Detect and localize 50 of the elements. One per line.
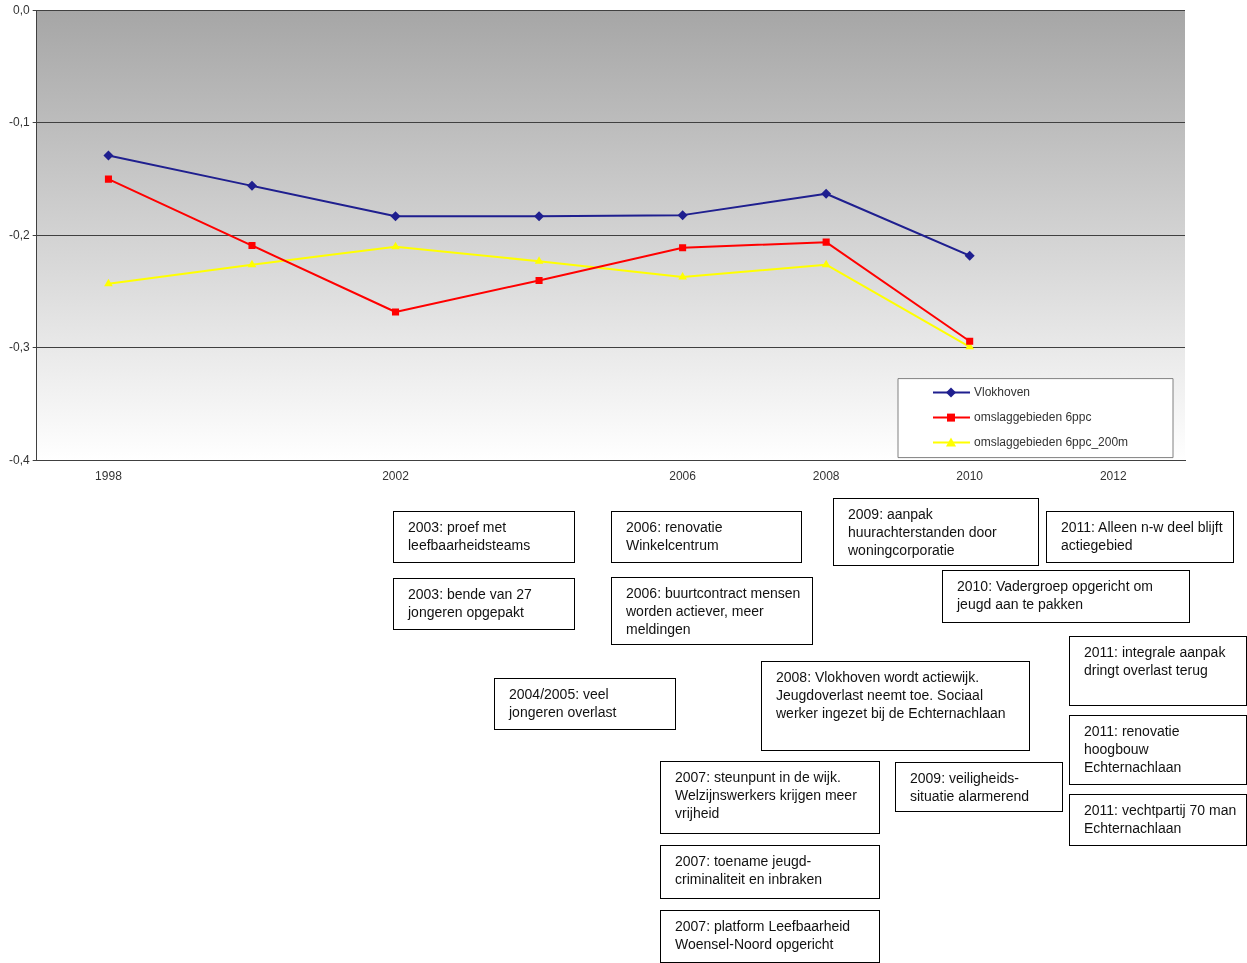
text: 2004/2005: veel jongeren overlast [494, 678, 676, 730]
text: 2009: aanpak huurachterstanden door woningcorporatie [833, 498, 1039, 566]
legend-label: omslaggebieden 6ppc [974, 409, 1092, 424]
point [821, 259, 831, 268]
point [246, 180, 257, 191]
point [966, 337, 974, 345]
point [964, 250, 975, 261]
point [678, 272, 687, 280]
text: 2003: bende van 27 jongeren opgepakt [393, 578, 575, 630]
text: 2007: platform Leefbaarheid Woensel-Noord opgericht [660, 910, 880, 963]
point [534, 256, 544, 264]
x-tick-label: 2006 [669, 469, 697, 484]
point [103, 150, 114, 161]
point [679, 244, 687, 252]
point [391, 308, 400, 316]
point [677, 210, 688, 221]
text: 2011: vechtpartij 70 man Echternachlaan [1069, 794, 1247, 846]
legend-label: omslaggebieden 6ppc_200m [974, 434, 1129, 449]
text: 2003: proef met leefbaarheidsteams [393, 511, 575, 563]
x-tick-label: 2008 [812, 469, 840, 484]
y-tick-label: -0,3 [8, 340, 30, 355]
x-tick-label: 2010 [956, 469, 984, 484]
point [104, 175, 112, 183]
text: 2007: steunpunt in de wijk. Welzijnswerkers krijgen meer vrijheid [660, 761, 880, 834]
text: 2011: Alleen n-w deel blijft actiegebied [1046, 511, 1234, 563]
point [391, 241, 400, 250]
legend-label: Vlokhoven [974, 384, 1031, 399]
point [390, 211, 401, 222]
text: 2009: veiligheids-situatie alarmerend [895, 762, 1063, 812]
x-tick-label: 2012 [1099, 469, 1127, 484]
point [248, 242, 256, 250]
point [534, 211, 545, 222]
point [822, 238, 830, 246]
text: 2008: Vlokhoven wordt actiewijk. Jeugdoverlast neemt toe. Sociaal werker ingezet bij de Echternachlaan [761, 661, 1030, 751]
text: 2006: buurtcontract mensen worden actiever, meer meldingen [611, 577, 813, 645]
point [535, 276, 543, 284]
x-tick-label: 2002 [382, 469, 410, 484]
text: 2011: integrale aanpak dringt overlast terug [1069, 636, 1247, 706]
point [104, 278, 113, 287]
text: 2006: renovatie Winkelcentrum [611, 511, 802, 563]
y-tick-label: 0,0 [12, 2, 30, 17]
text: 2011: renovatie hoogbouw Echternachlaan [1069, 715, 1247, 785]
text: 2007: toename jeugd-criminaliteit en inbraken [660, 845, 880, 899]
x-tick-label: 1998 [95, 469, 123, 484]
point [821, 188, 832, 199]
y-tick-label: -0,1 [8, 115, 30, 130]
point [247, 259, 257, 268]
y-tick-label: -0,2 [8, 227, 30, 242]
text: 2010: Vadergroep opgericht om jeugd aan te pakken [942, 570, 1190, 623]
y-tick-label: -0,4 [8, 452, 30, 467]
